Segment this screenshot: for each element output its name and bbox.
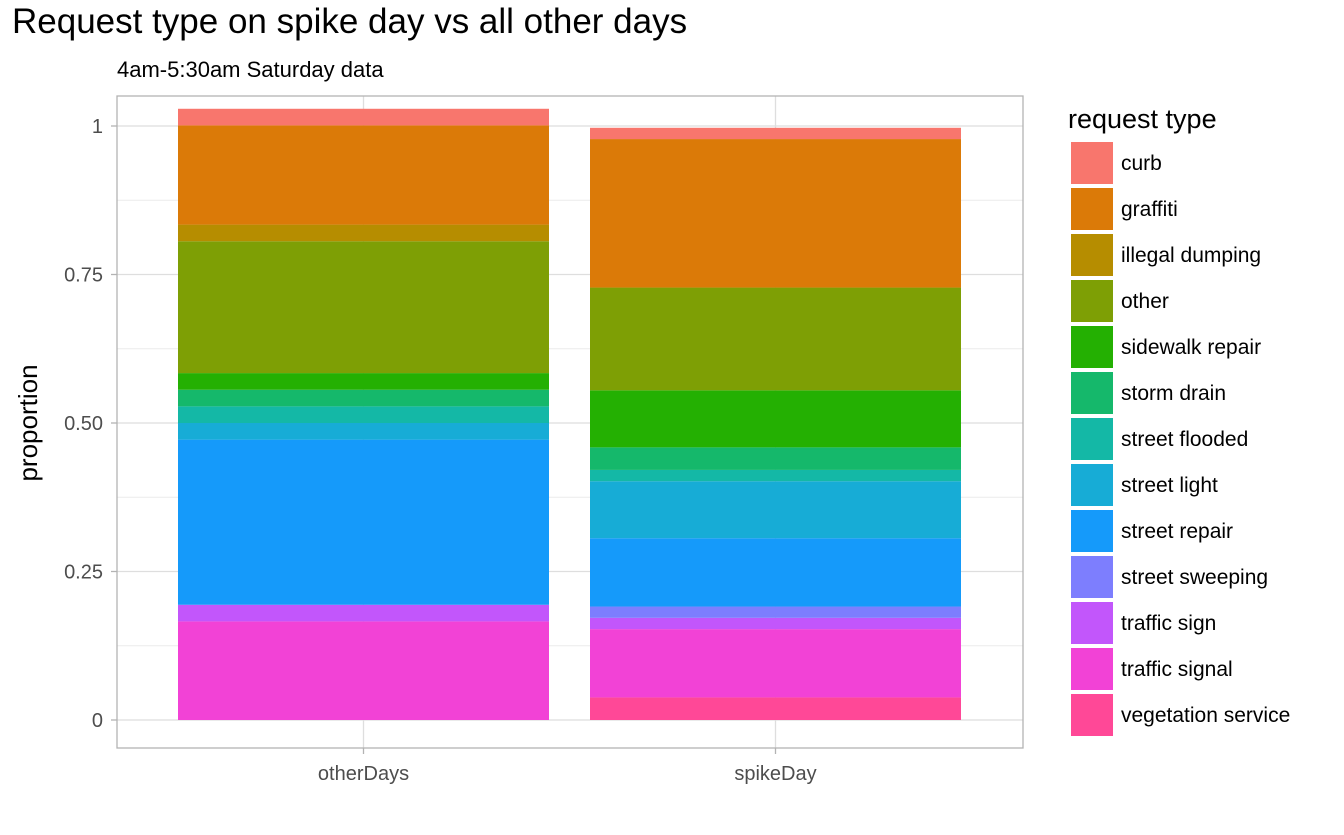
- legend-key-1: [1071, 188, 1113, 230]
- bar-segment-1-5: spikeDay — storm drain: 0.038: [590, 447, 961, 470]
- x-tick-label: spikeDay: [734, 763, 816, 785]
- legend-key-6: [1071, 418, 1113, 460]
- legend-key-7: [1071, 464, 1113, 506]
- legend-label-4: sidewalk repair: [1121, 336, 1261, 359]
- bar-segment-0-8: otherDays — street repair: 0.278: [178, 439, 549, 605]
- legend: curb graffiti illegal dumping other sidewalk…: [1071, 142, 1290, 736]
- bar-segment-1-7: spikeDay — street light: 0.096: [590, 481, 961, 539]
- y-tick-label: 0: [92, 710, 103, 732]
- bar-segment-0-6: otherDays — street flooded: 0.028: [178, 406, 549, 423]
- legend-key-12: [1071, 694, 1113, 736]
- bar-segment-1-11: spikeDay — traffic signal: 0.115: [590, 629, 961, 698]
- bar-segment-1-1: spikeDay — graffiti: 0.25: [590, 139, 961, 288]
- legend-label-2: illegal dumping: [1121, 244, 1261, 267]
- bar-segment-1-9: spikeDay — street sweeping: 0.019: [590, 606, 961, 618]
- legend-key-8: [1071, 510, 1113, 552]
- y-axis-label: proportion: [13, 364, 43, 481]
- legend-key-3: [1071, 280, 1113, 322]
- bar-segment-1-0: spikeDay — curb: 0.019: [590, 127, 961, 140]
- bar-segment-0-11: otherDays — traffic signal: 0.166: [178, 621, 549, 720]
- legend-label-12: vegetation service: [1121, 704, 1290, 727]
- legend-label-3: other: [1121, 290, 1169, 313]
- legend-key-2: [1071, 234, 1113, 276]
- bar-segment-1-4: spikeDay — sidewalk repair: 0.096: [590, 390, 961, 448]
- bar-segment-1-10: spikeDay — traffic sign: 0.019: [590, 617, 961, 630]
- bar-segment-1-8: spikeDay — street repair: 0.115: [590, 538, 961, 607]
- bar-segment-0-10: otherDays — traffic sign: 0.028: [178, 604, 549, 622]
- panel-border: [116, 95, 1024, 749]
- legend-key-10: [1071, 602, 1113, 644]
- legend-key-5: [1071, 372, 1113, 414]
- chart-title: Request type on spike day vs all other d…: [12, 2, 687, 41]
- legend-key-9: [1071, 556, 1113, 598]
- legend-label-1: graffiti: [1121, 198, 1178, 221]
- legend-label-11: traffic signal: [1121, 658, 1233, 681]
- bar-segment-0-3: otherDays — other: 0.222: [178, 241, 549, 374]
- y-tick-label: 1: [92, 116, 103, 138]
- plot-panel: otherDays — traffic signal: 0.166otherDa…: [64, 95, 1024, 785]
- legend-title: request type: [1068, 104, 1217, 134]
- x-tick-label: otherDays: [318, 763, 409, 785]
- legend-label-7: street light: [1121, 474, 1218, 497]
- chart-subtitle: 4am-5:30am Saturday data: [117, 57, 384, 82]
- legend-key-11: [1071, 648, 1113, 690]
- legend-label-5: storm drain: [1121, 382, 1226, 405]
- bar-segment-0-7: otherDays — street light: 0.028: [178, 423, 549, 440]
- y-tick-label: 0.25: [64, 562, 103, 584]
- legend-label-10: traffic sign: [1121, 612, 1216, 635]
- legend-label-8: street repair: [1121, 520, 1233, 543]
- bar-segment-1-3: spikeDay — other: 0.173: [590, 287, 961, 391]
- legend-label-0: curb: [1121, 152, 1162, 175]
- legend-label-9: street sweeping: [1121, 566, 1268, 589]
- bar-segment-0-4: otherDays — sidewalk repair: 0.028: [178, 373, 549, 390]
- bar-segment-0-1: otherDays — graffiti: 0.167: [178, 125, 549, 225]
- legend-key-4: [1071, 326, 1113, 368]
- bar-segment-1-12: spikeDay — vegetation service: 0.038: [590, 697, 961, 720]
- y-tick-label: 0.50: [64, 413, 103, 435]
- legend-label-6: street flooded: [1121, 428, 1248, 451]
- y-tick-label: 0.75: [64, 265, 103, 287]
- legend-key-0: [1071, 142, 1113, 184]
- bar-segment-0-0: otherDays — curb: 0.028: [178, 108, 549, 126]
- bar-segment-1-6: spikeDay — street flooded: 0.019: [590, 469, 961, 482]
- bar-segment-0-5: otherDays — storm drain: 0.028: [178, 389, 549, 407]
- bar-segment-0-2: otherDays — illegal dumping: 0.028: [178, 224, 549, 242]
